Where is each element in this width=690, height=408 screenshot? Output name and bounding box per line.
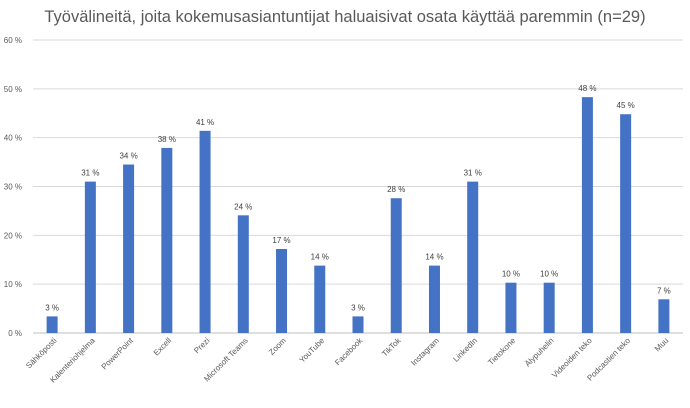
x-tick-label: Älypuhelin [523, 336, 555, 368]
x-tick-label: Sähköposti [24, 336, 59, 371]
bar-instagram [428, 265, 440, 333]
bar-microsoft-teams [237, 215, 249, 333]
data-label: 17 % [272, 236, 290, 245]
bar-prezi [199, 130, 211, 333]
y-tick-label: 40 % [4, 134, 22, 143]
y-tick-label: 50 % [4, 85, 22, 94]
x-tick-label: Facebook [333, 335, 365, 367]
x-tick-label: YouTube [298, 336, 327, 365]
bar-tietokone [505, 282, 517, 333]
bar--lypuhelin [543, 282, 555, 333]
x-tick-label: LinkedIn [451, 336, 479, 364]
bar-videoiden-teko [581, 97, 593, 333]
y-tick-label: 30 % [4, 183, 22, 192]
data-label: 45 % [617, 101, 635, 110]
bar-facebook [352, 316, 364, 333]
bar-s-hk-posti [46, 316, 58, 333]
x-tick-label: TikTok [380, 335, 403, 358]
data-label: 14 % [311, 253, 329, 262]
data-label: 34 % [119, 152, 137, 161]
y-tick-label: 20 % [4, 231, 22, 240]
bar-zoom [276, 249, 288, 333]
data-label: 48 % [578, 84, 596, 93]
y-tick-label: 60 % [4, 36, 22, 45]
x-tick-label: Tietokone [486, 336, 517, 367]
data-label: 41 % [196, 118, 214, 127]
bar-kalenteriohjelma [84, 181, 96, 333]
bar-powerpoint [123, 164, 135, 333]
data-label: 38 % [158, 135, 176, 144]
bar-podcastien-teko [620, 114, 632, 333]
y-tick-label: 0 % [8, 329, 22, 338]
data-label: 28 % [387, 185, 405, 194]
x-tick-label: Prezi [192, 336, 211, 355]
x-tick-label: PowerPoint [100, 336, 136, 372]
bar-youtube [314, 265, 326, 333]
data-label: 3 % [45, 303, 59, 312]
x-tick-label: Zoom [267, 336, 288, 357]
data-label: 10 % [540, 270, 558, 279]
chart-title: Työvälineitä, joita kokemusasiantuntijat… [44, 8, 646, 26]
bar-tiktok [390, 198, 402, 333]
data-label: 7 % [657, 286, 671, 295]
bar-muu [658, 299, 670, 333]
data-label: 3 % [351, 303, 365, 312]
y-tick-label: 10 % [4, 280, 22, 289]
data-label: 24 % [234, 202, 252, 211]
x-tick-label: Muu [653, 336, 670, 353]
data-label: 31 % [464, 169, 482, 178]
data-label: 31 % [81, 169, 99, 178]
data-label: 14 % [425, 253, 443, 262]
x-tick-label: Instagram [409, 336, 441, 368]
data-label: 10 % [502, 270, 520, 279]
x-tick-label: Excell [152, 336, 174, 358]
bar-excell [161, 147, 173, 333]
bar-linkedin [467, 181, 479, 333]
